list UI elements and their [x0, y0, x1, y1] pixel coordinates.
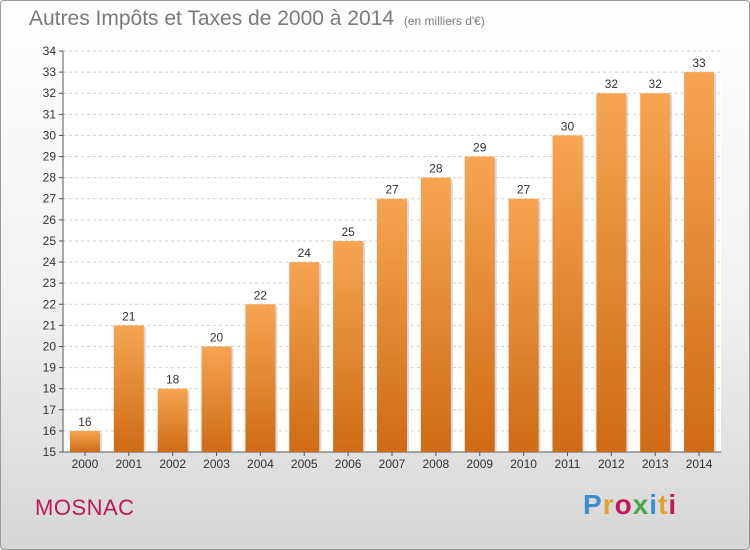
x-tick-label: 2002: [159, 457, 186, 471]
chart-title: Autres Impôts et Taxes de 2000 à 2014 (e…: [29, 7, 485, 31]
bar-value-label: 27: [385, 183, 399, 197]
x-tick-label: 2014: [686, 457, 713, 471]
logo-letter: o: [614, 489, 633, 520]
logo-letter: x: [632, 489, 650, 520]
logo-letter: P: [583, 489, 603, 520]
x-tick-label: 2003: [203, 457, 230, 471]
bar: [333, 240, 364, 452]
bar: [157, 388, 188, 452]
y-tick-label: 27: [43, 192, 57, 206]
bar: [596, 93, 627, 453]
logo-letter: i: [649, 489, 659, 520]
bar: [201, 346, 232, 452]
bar-value-label: 32: [605, 77, 619, 91]
y-tick-label: 15: [43, 445, 57, 459]
y-tick-label: 25: [43, 234, 57, 248]
y-tick-label: 16: [43, 424, 57, 438]
x-tick-label: 2005: [291, 457, 318, 471]
x-tick-label: 2007: [379, 457, 406, 471]
x-tick-label: 2004: [247, 457, 274, 471]
chart-unit: (en milliers d'€): [403, 14, 485, 28]
location-name: MOSNAC: [35, 495, 135, 520]
bar: [464, 156, 495, 453]
y-tick-label: 33: [43, 65, 57, 79]
y-tick-label: 23: [43, 276, 57, 290]
chart-title-text: Autres Impôts et Taxes de 2000 à 2014: [29, 7, 395, 30]
bar-value-label: 21: [122, 309, 136, 323]
bar-value-label: 25: [341, 225, 355, 239]
bar: [113, 325, 144, 452]
bar: [377, 198, 407, 452]
x-tick-label: 2000: [72, 457, 99, 471]
y-tick-label: 31: [43, 107, 57, 121]
logo-letter: r: [602, 489, 615, 520]
logo-letter: i: [668, 489, 678, 520]
bar-value-label: 22: [254, 288, 268, 302]
bar-value-label: 30: [561, 119, 575, 133]
bar: [69, 430, 100, 452]
logo-letter: t: [658, 489, 669, 520]
bar: [552, 135, 583, 452]
x-tick-label: 2001: [115, 457, 142, 471]
y-tick-label: 22: [43, 297, 57, 311]
bar-value-label: 18: [166, 373, 180, 387]
y-tick-label: 30: [43, 128, 57, 142]
x-tick-label: 2008: [423, 457, 450, 471]
bar-value-label: 33: [692, 56, 706, 70]
bar-value-label: 16: [78, 415, 92, 429]
bar: [684, 72, 715, 453]
y-tick-label: 32: [43, 86, 57, 100]
bar-value-label: 20: [210, 330, 224, 344]
bar-value-label: 24: [298, 246, 312, 260]
y-tick-label: 21: [43, 318, 57, 332]
y-tick-label: 19: [43, 361, 57, 375]
y-tick-label: 28: [43, 171, 57, 185]
y-tick-label: 24: [43, 255, 57, 269]
x-tick-label: 2013: [642, 457, 669, 471]
bar: [245, 304, 276, 452]
y-tick-label: 17: [43, 403, 57, 417]
bar: [420, 177, 451, 452]
bar: [289, 262, 320, 452]
y-tick-label: 29: [43, 150, 57, 164]
x-tick-label: 2010: [510, 457, 537, 471]
y-tick-label: 20: [43, 339, 57, 353]
x-tick-label: 2009: [466, 457, 493, 471]
y-tick-label: 34: [43, 44, 57, 58]
bar-value-label: 29: [473, 141, 487, 155]
x-tick-label: 2011: [555, 457, 581, 471]
bar-value-label: 27: [517, 183, 531, 197]
bar-value-label: 32: [649, 77, 663, 91]
x-tick-label: 2006: [335, 457, 362, 471]
bar: [640, 93, 671, 453]
y-tick-label: 18: [43, 382, 57, 396]
proxiti-logo: Proxiti: [583, 489, 677, 521]
bar: [508, 198, 539, 452]
y-tick-label: 26: [43, 213, 57, 227]
bar-value-label: 28: [429, 162, 443, 176]
x-tick-label: 2012: [598, 457, 625, 471]
